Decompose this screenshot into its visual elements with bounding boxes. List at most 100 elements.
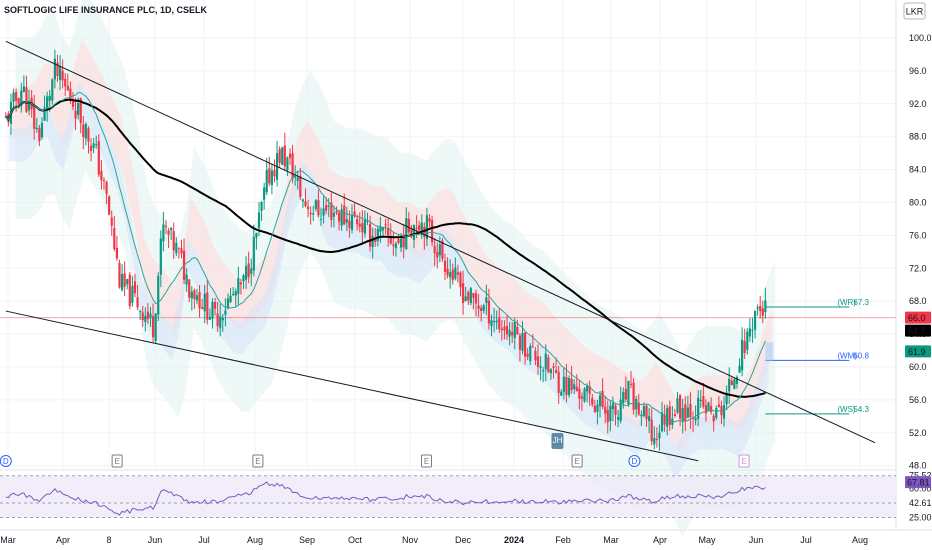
candle-body <box>84 124 87 139</box>
candle-body <box>415 227 418 229</box>
candle-body <box>536 356 540 367</box>
candle-body <box>371 236 374 248</box>
candle-body <box>567 378 571 396</box>
candle-body <box>56 62 59 76</box>
candle-body <box>756 307 759 309</box>
candle-body <box>604 406 607 414</box>
time-tick-label: Mar <box>603 535 619 545</box>
price-marker-label: 64.7 <box>908 326 926 336</box>
event-markers[interactable]: D E E E E D E JH <box>0 433 750 468</box>
candle-body <box>175 242 178 254</box>
rsi-tick-label: 42.61 <box>909 498 932 508</box>
candle-body <box>221 318 224 321</box>
candle-body <box>611 402 615 410</box>
candle-body <box>640 414 643 417</box>
candle-body <box>177 247 180 249</box>
time-tick-label: Nov <box>402 535 419 545</box>
candle-body <box>474 293 478 304</box>
candle-body <box>115 248 118 259</box>
candle-body <box>154 313 157 342</box>
pivot-zone <box>765 342 774 361</box>
rsi-panel: 75.52 60.00 42.61 25.00 67.81 <box>0 471 932 523</box>
candle-body <box>312 213 315 215</box>
candle-body <box>139 311 142 313</box>
candle-body <box>144 315 147 323</box>
candle-body <box>170 227 173 231</box>
candle-body <box>252 237 255 271</box>
time-tick-label: Jun <box>148 535 163 545</box>
candle-body <box>17 98 20 105</box>
candle-body <box>288 153 292 159</box>
candle-body <box>531 346 534 348</box>
time-tick-label: May <box>698 535 716 545</box>
time-tick-label: Aug <box>247 535 263 545</box>
candle-body <box>270 170 274 186</box>
moving-averages <box>5 92 766 423</box>
trendlines[interactable] <box>5 40 876 462</box>
candle-body <box>206 292 209 320</box>
time-tick-label: Sep <box>299 535 315 545</box>
candle-body <box>730 380 733 386</box>
candle-body <box>668 406 671 425</box>
candle-body <box>505 325 509 335</box>
price-tick-label: 60.0 <box>909 362 927 372</box>
candle-body <box>405 218 408 250</box>
candle-body <box>655 438 658 440</box>
candle-body <box>92 143 95 148</box>
candle-body <box>725 392 728 405</box>
candle-body <box>247 263 250 277</box>
candle-body <box>43 107 46 121</box>
candle-body <box>343 205 346 225</box>
rsi-current-box <box>905 476 931 489</box>
candle-body <box>573 384 576 390</box>
candle-body <box>480 307 483 311</box>
candle-body <box>330 202 333 221</box>
candle-body <box>513 322 516 338</box>
candle-body <box>95 144 98 146</box>
candle-body <box>671 418 674 425</box>
candle-body <box>22 86 25 92</box>
candle-body <box>224 310 227 315</box>
candle-body <box>549 369 553 374</box>
ma-long-line <box>5 98 766 398</box>
candle-body <box>164 225 168 227</box>
candle-body <box>213 301 217 309</box>
candle-body <box>226 298 230 309</box>
candle-body <box>624 388 627 400</box>
candle-body <box>229 295 232 303</box>
currency-button[interactable]: LKR <box>903 2 926 20</box>
candle-body <box>180 248 183 254</box>
candle-body <box>606 409 609 423</box>
candle-body <box>118 262 121 288</box>
earnings-label: E <box>424 457 429 466</box>
candle-body <box>48 95 51 101</box>
candle-body <box>149 313 152 318</box>
candle-body <box>108 196 111 215</box>
candle-body <box>51 79 54 101</box>
time-tick-label: Jul <box>800 535 812 545</box>
earnings-label: E <box>574 457 579 466</box>
candle-body <box>619 399 622 422</box>
candle-body <box>663 414 666 425</box>
candle-body <box>443 261 447 273</box>
candle-body <box>38 127 41 142</box>
candle-body <box>547 357 550 372</box>
candle-body <box>554 370 558 373</box>
candle-body <box>632 382 635 410</box>
candle-body <box>345 219 348 223</box>
candle-body <box>208 317 212 320</box>
dividend-marker <box>0 455 12 467</box>
candle-body <box>146 311 149 320</box>
candle-body <box>593 405 596 413</box>
candle-body <box>136 297 139 308</box>
earnings-marker <box>738 454 750 468</box>
candle-body <box>565 377 568 395</box>
trendline <box>5 40 876 444</box>
candle-body <box>66 85 69 91</box>
candle-body <box>689 403 692 418</box>
time-axis[interactable]: Mar Apr 8 Jun Jul Aug Sep Oct Nov Dec 2024 Feb Mar Ap… <box>0 529 932 545</box>
candle-body <box>733 379 736 389</box>
candle-body <box>317 200 320 216</box>
candle-body <box>748 328 751 337</box>
rsi-line <box>5 481 766 516</box>
